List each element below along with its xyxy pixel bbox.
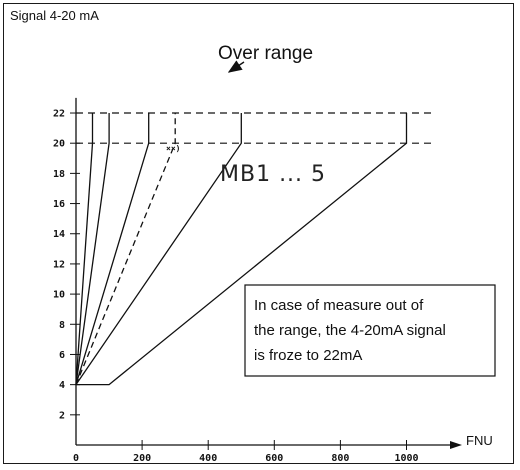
x-axis-title: FNU xyxy=(466,433,493,448)
y-axis-title: Signal 4-20 mA xyxy=(10,8,99,23)
y-tick-label: 16 xyxy=(53,199,65,210)
series-line-1 xyxy=(75,113,94,385)
y-tick-label: 2 xyxy=(59,410,65,421)
y-tick-label: 20 xyxy=(53,139,65,150)
x-tick-label: 1000 xyxy=(394,453,418,464)
y-tick-label: 8 xyxy=(59,320,65,331)
series-line-4 xyxy=(75,113,176,385)
series-line-6 xyxy=(76,113,408,386)
x-tick-label: 600 xyxy=(265,453,283,464)
series-line-5 xyxy=(75,113,242,385)
annotation-line-2: the range, the 4-20mA signal xyxy=(254,322,446,339)
y-tick-label: 12 xyxy=(53,259,65,270)
series-line-3 xyxy=(75,113,150,385)
footnote-marker: ××) xyxy=(166,144,180,153)
chart-svg: Signal 4-20 mA FNU Over range 2 4 6 8 10 12 14… xyxy=(10,8,496,464)
x-axis-arrow xyxy=(450,441,462,449)
series-group-label: MB1 ... 5 xyxy=(220,162,326,187)
x-tick-label: 800 xyxy=(331,453,349,464)
plot-area: 2 4 6 8 10 12 14 16 18 20 22 0 200 400 600 800 1000 xyxy=(53,97,462,464)
annotation-line-1: In case of measure out of xyxy=(254,297,424,314)
x-tick-label: 0 xyxy=(73,453,79,464)
over-range-arrow xyxy=(227,60,245,73)
over-range-label: Over range xyxy=(218,43,313,64)
annotation-line-3: is froze to 22mA xyxy=(254,347,362,364)
y-tick-label: 22 xyxy=(53,109,65,120)
y-tick-label: 6 xyxy=(59,350,65,361)
y-tick-label: 14 xyxy=(53,229,65,240)
annotation-box xyxy=(244,284,496,377)
y-tick-label: 18 xyxy=(53,169,65,180)
series-line-2 xyxy=(75,113,110,385)
x-tick-label: 200 xyxy=(133,453,151,464)
x-tick-label: 400 xyxy=(199,453,217,464)
chart-frame: Signal 4-20 mA FNU Over range 2 4 6 8 10 12 14… xyxy=(3,3,514,464)
y-tick-label: 4 xyxy=(59,380,65,391)
y-tick-label: 10 xyxy=(53,290,65,301)
